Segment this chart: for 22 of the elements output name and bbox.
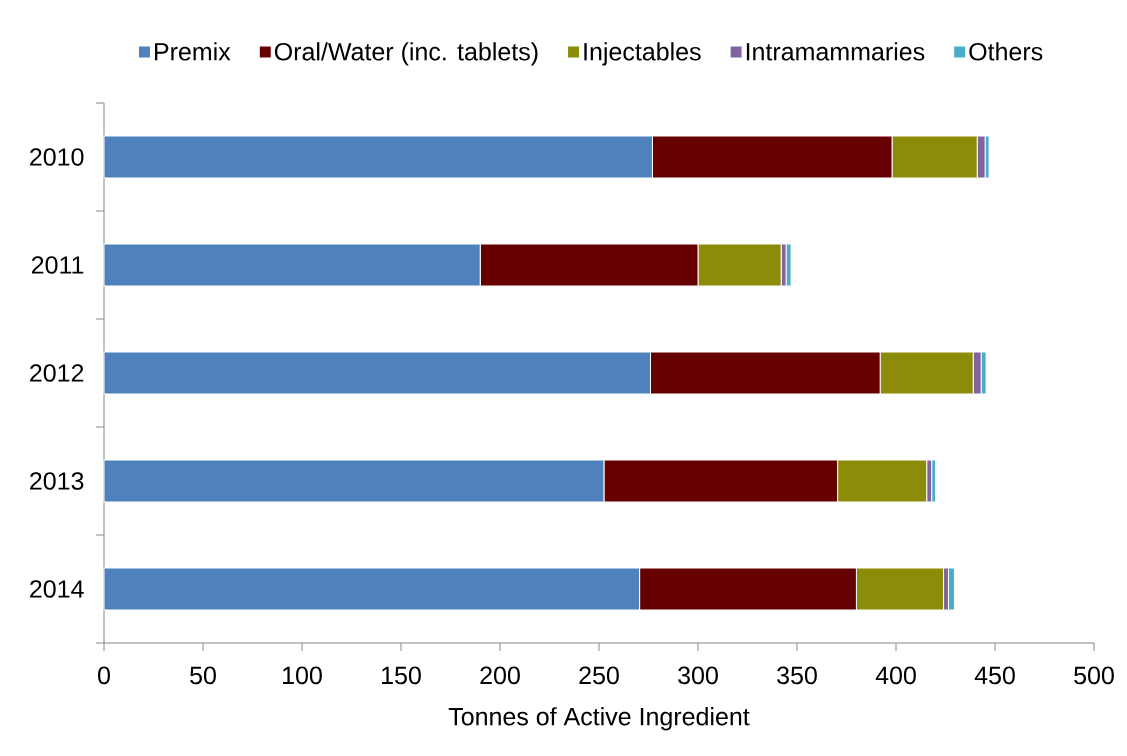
x-axis-title: Tonnes of Active Ingredient — [448, 707, 750, 731]
x-tick-label: 50 — [190, 666, 216, 685]
x-tick-label: 300 — [678, 666, 718, 685]
legend-label: Premix — [155, 42, 231, 61]
x-tick-label: 0 — [98, 666, 110, 685]
y-tick-label: 2014 — [30, 580, 84, 598]
legend-label: Injectables — [584, 42, 701, 66]
x-tick-label: 500 — [1074, 666, 1114, 685]
x-tick-label: 400 — [875, 666, 916, 685]
x-tick-label: 150 — [382, 666, 421, 685]
x-tick-label: 350 — [777, 666, 817, 685]
legend-label: Oral/Water (inc. tablets) — [274, 42, 538, 66]
y-tick-label: 2010 — [30, 148, 84, 166]
x-tick-label: 450 — [974, 666, 1015, 685]
x-tick-label: 250 — [579, 666, 619, 685]
x-tick-label: 200 — [480, 666, 520, 685]
y-tick-label: 2013 — [30, 472, 84, 490]
legend-label: Intramammaries — [746, 42, 925, 61]
legend-label: Others — [969, 42, 1043, 61]
y-tick-label: 2011 — [31, 256, 84, 274]
y-tick-label: 2012 — [30, 364, 84, 382]
x-tick-label: 100 — [283, 666, 322, 685]
